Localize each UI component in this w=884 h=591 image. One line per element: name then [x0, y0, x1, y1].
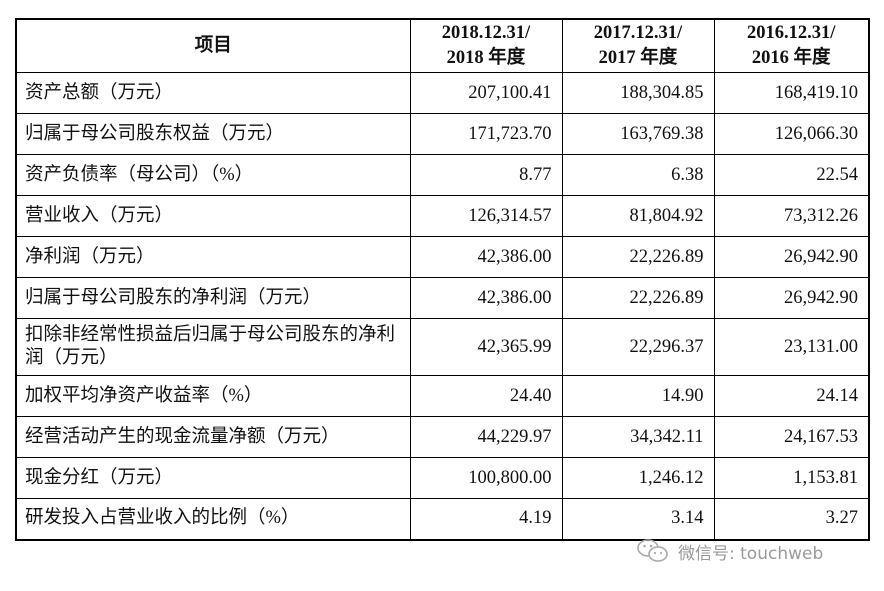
row-label: 净利润（万元） [15, 236, 411, 278]
value-cell: 8.77 [409, 154, 563, 196]
value-cell: 24.40 [409, 375, 563, 417]
table-row: 加权平均净资产收益率（%） 24.40 14.90 24.14 [15, 375, 870, 417]
value-cell: 126,066.30 [713, 113, 870, 155]
header-2017: 2017.12.31/2017 年度 [561, 18, 715, 73]
table-row: 现金分红（万元） 100,800.00 1,246.12 1,153.81 [15, 457, 870, 499]
value-cell: 6.38 [561, 154, 715, 196]
header-row: 项目 2018.12.31/2018 年度 2017.12.31/2017 年度… [15, 18, 870, 73]
value-cell: 1,246.12 [561, 457, 715, 499]
value-cell: 168,419.10 [713, 72, 870, 114]
value-cell: 24.14 [713, 375, 870, 417]
value-cell: 171,723.70 [409, 113, 563, 155]
table-row: 资产负债率（母公司）（%） 8.77 6.38 22.54 [15, 154, 870, 196]
value-cell: 42,365.99 [409, 318, 563, 376]
value-cell: 3.14 [561, 498, 715, 540]
table-row: 净利润（万元） 42,386.00 22,226.89 26,942.90 [15, 236, 870, 278]
header-year: 2017 年度 [598, 48, 678, 68]
financial-summary-table: 项目 2018.12.31/2018 年度 2017.12.31/2017 年度… [15, 18, 870, 541]
value-cell: 44,229.97 [409, 416, 563, 458]
header-date: 2016.12.31/ [747, 23, 836, 43]
row-label: 资产负债率（母公司）（%） [15, 154, 411, 196]
value-cell: 81,804.92 [561, 195, 715, 237]
watermark: 微信号: touchweb [636, 538, 823, 564]
value-cell: 126,314.57 [409, 195, 563, 237]
header-item: 项目 [15, 18, 411, 73]
value-cell: 1,153.81 [713, 457, 870, 499]
value-cell: 42,386.00 [409, 277, 563, 319]
row-label: 营业收入（万元） [15, 195, 411, 237]
header-item-label: 项目 [194, 35, 232, 56]
value-cell: 22,296.37 [561, 318, 715, 376]
row-label: 研发投入占营业收入的比例（%） [15, 498, 411, 540]
value-cell: 163,769.38 [561, 113, 715, 155]
row-label: 资产总额（万元） [15, 72, 411, 114]
value-cell: 23,131.00 [713, 318, 870, 376]
value-cell: 22,226.89 [561, 277, 715, 319]
value-cell: 26,942.90 [713, 277, 870, 319]
wechat-icon [637, 539, 668, 562]
row-label: 扣除非经常性损益后归属于母公司股东的净利润（万元） [15, 318, 411, 376]
value-cell: 73,312.26 [713, 195, 870, 237]
value-cell: 100,800.00 [409, 457, 563, 499]
table-row: 归属于母公司股东的净利润（万元） 42,386.00 22,226.89 26,942… [15, 277, 870, 319]
table-row: 资产总额（万元） 207,100.41 188,304.85 168,419.10 [15, 72, 870, 114]
value-cell: 42,386.00 [409, 236, 563, 278]
row-label: 归属于母公司股东的净利润（万元） [15, 277, 411, 319]
table-row: 扣除非经常性损益后归属于母公司股东的净利润（万元） 42,365.99 22,296… [15, 318, 870, 376]
table-row: 经营活动产生的现金流量净额（万元） 44,229.97 34,342.11 24,16… [15, 416, 870, 458]
value-cell: 188,304.85 [561, 72, 715, 114]
value-cell: 26,942.90 [713, 236, 870, 278]
header-date: 2017.12.31/ [593, 23, 683, 43]
header-date: 2018.12.31/ [441, 23, 531, 43]
row-label: 加权平均净资产收益率（%） [15, 375, 411, 417]
table-row: 研发投入占营业收入的比例（%） 4.19 3.14 3.27 [15, 498, 870, 540]
row-label: 归属于母公司股东权益（万元） [15, 113, 411, 155]
header-year: 2018 年度 [446, 48, 526, 68]
row-label: 现金分红（万元） [15, 457, 411, 499]
value-cell: 22,226.89 [561, 236, 715, 278]
value-cell: 4.19 [409, 498, 563, 540]
value-cell: 24,167.53 [713, 416, 870, 458]
value-cell: 22.54 [713, 154, 870, 196]
table-row: 归属于母公司股东权益（万元） 171,723.70 163,769.38 126,06… [15, 113, 870, 155]
value-cell: 3.27 [713, 498, 870, 540]
value-cell: 34,342.11 [561, 416, 715, 458]
header-2018: 2018.12.31/2018 年度 [409, 18, 563, 73]
watermark-text: 微信号: touchweb [678, 543, 824, 564]
header-year: 2016 年度 [751, 48, 831, 68]
table-row: 营业收入（万元） 126,314.57 81,804.92 73,312.26 [15, 195, 870, 237]
row-label: 经营活动产生的现金流量净额（万元） [15, 416, 411, 458]
value-cell: 207,100.41 [409, 72, 563, 114]
header-2016: 2016.12.31/2016 年度 [713, 18, 870, 73]
value-cell: 14.90 [561, 375, 715, 417]
